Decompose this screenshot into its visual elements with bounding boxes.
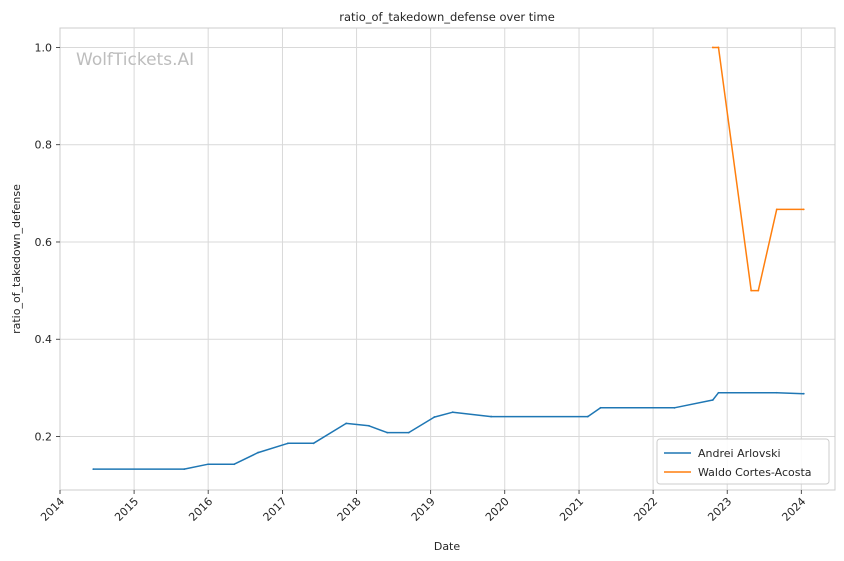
- y-tick-label: 0.8: [35, 139, 53, 152]
- plot-frame: [59, 27, 836, 491]
- x-axis-title: Date: [434, 540, 461, 553]
- series-line-waldo-cortes-acosta: [712, 46, 804, 292]
- data-point-andrei-arlovski: [451, 411, 454, 414]
- data-point-waldo-cortes-acosta: [711, 46, 714, 49]
- y-axis-title: ratio_of_takedown_defense: [10, 184, 23, 334]
- data-point-andrei-arlovski: [287, 442, 289, 445]
- legend: Andrei Arlovski Waldo Cortes-Acosta: [656, 438, 830, 485]
- data-point-andrei-arlovski: [711, 399, 714, 401]
- data-point-andrei-arlovski: [599, 406, 602, 409]
- y-tick-label: 0.6: [35, 236, 53, 249]
- data-point-andrei-arlovski: [490, 415, 493, 418]
- chart-title: ratio_of_takedown_defense over time: [339, 10, 555, 24]
- data-point-waldo-cortes-acosta: [717, 46, 720, 49]
- data-point-andrei-arlovski: [386, 431, 389, 434]
- data-point-waldo-cortes-acosta: [757, 289, 760, 292]
- legend-label-waldo-cortes-acosta: Waldo Cortes-Acosta: [698, 466, 812, 479]
- data-point-andrei-arlovski: [257, 451, 260, 454]
- data-point-andrei-arlovski: [586, 415, 589, 418]
- y-axis-ticks: 0.2 0.4 0.6 0.8 1.0: [35, 41, 60, 444]
- data-point-andrei-arlovski: [673, 406, 676, 409]
- data-point-waldo-cortes-acosta: [802, 208, 805, 211]
- data-point-andrei-arlovski: [775, 391, 778, 394]
- data-point-andrei-arlovski: [802, 392, 805, 395]
- data-point-andrei-arlovski: [92, 468, 95, 470]
- series-lines: [92, 46, 805, 470]
- data-point-andrei-arlovski: [717, 391, 720, 394]
- data-point-andrei-arlovski: [368, 424, 370, 427]
- data-point-andrei-arlovski: [345, 422, 348, 425]
- legend-label-andrei-arlovski: Andrei Arlovski: [698, 447, 781, 460]
- data-point-andrei-arlovski: [312, 442, 315, 445]
- data-point-andrei-arlovski: [233, 463, 236, 466]
- y-tick-label: 0.4: [35, 333, 53, 346]
- data-point-andrei-arlovski: [433, 416, 436, 418]
- y-tick-label: 1.0: [35, 41, 53, 54]
- data-point-andrei-arlovski: [207, 463, 210, 466]
- data-point-andrei-arlovski: [183, 468, 186, 470]
- legend-box: [656, 438, 830, 485]
- y-tick-label: 0.2: [35, 431, 53, 444]
- watermark: WolfTickets.AI: [76, 50, 194, 70]
- data-point-waldo-cortes-acosta: [750, 289, 753, 292]
- grid-lines: [59, 28, 835, 490]
- data-point-andrei-arlovski: [407, 431, 410, 434]
- data-point-waldo-cortes-acosta: [775, 208, 778, 211]
